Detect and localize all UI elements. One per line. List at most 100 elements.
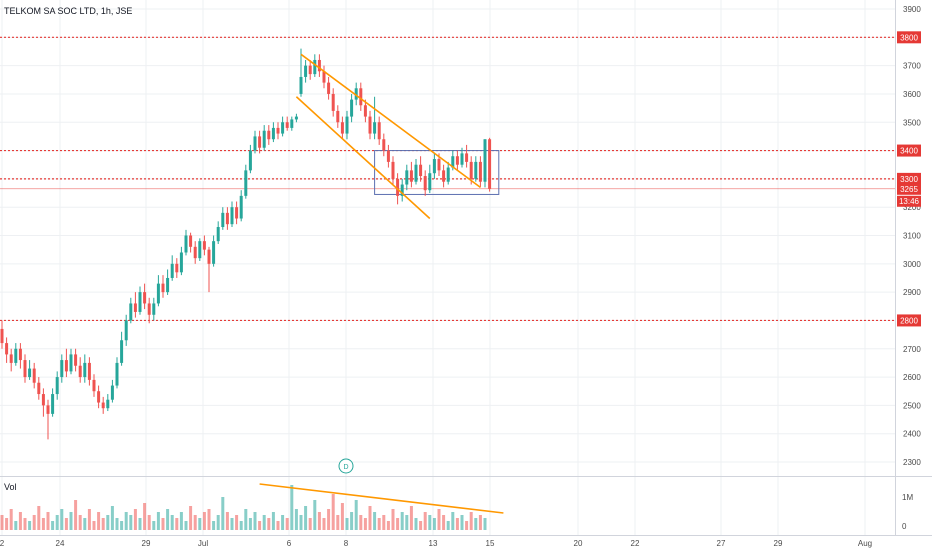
candle-body: [129, 303, 133, 321]
volume-bar: [423, 512, 427, 530]
candle-body: [488, 139, 492, 189]
candle-body: [198, 241, 202, 259]
volume-bar: [41, 518, 45, 530]
candle-body: [423, 176, 427, 191]
time-tick: 8: [344, 539, 349, 548]
last-price-text: 3265: [900, 185, 918, 194]
candle-body: [184, 235, 188, 253]
candle-body: [483, 139, 487, 182]
candle-body: [60, 360, 64, 378]
candle-body: [336, 110, 340, 123]
volume-bar: [483, 518, 487, 530]
volume-bar: [124, 512, 128, 530]
volume-bar: [212, 521, 216, 530]
volume-bar: [5, 518, 9, 530]
volume-bar: [405, 515, 409, 530]
candle-body: [455, 156, 459, 165]
candle-body: [32, 368, 36, 383]
level-label-text: 3300: [900, 175, 918, 184]
candle-body: [478, 161, 482, 182]
candle-body: [290, 119, 294, 128]
candle-body: [37, 382, 41, 395]
trendlines[interactable]: [259, 53, 504, 514]
candle-body: [230, 207, 234, 225]
volume-bar: [37, 506, 41, 530]
volume-bars: [0, 485, 487, 530]
volume-bar: [465, 521, 469, 530]
candle-body: [368, 116, 372, 134]
volume-bar: [83, 518, 87, 530]
candle-body: [46, 405, 50, 414]
volume-bar: [382, 515, 386, 530]
candle-body: [64, 360, 68, 372]
dividend-marker-circle[interactable]: [338, 458, 354, 474]
candle-body: [340, 122, 344, 134]
volume-bar: [322, 518, 326, 530]
candle-body: [120, 340, 124, 363]
candle-body: [143, 292, 147, 304]
price-tick: 2400: [903, 430, 921, 439]
price-axis[interactable]: 3900 3800 3700 3600 3500 3400 3300 3200 3100 3000…: [903, 5, 921, 467]
time-tick: 15: [486, 539, 495, 548]
range-rectangle[interactable]: [374, 150, 500, 195]
candle-body: [465, 153, 469, 162]
time-axis[interactable]: 2 24 29 Jul 6 8 13 15 20 22 27 29 Aug: [0, 539, 872, 548]
volume-bar: [248, 518, 252, 530]
volume-bar: [170, 515, 174, 530]
volume-bar: [317, 512, 321, 530]
price-trendline[interactable]: [295, 96, 431, 220]
time-tick: 13: [429, 539, 438, 548]
candle-body: [106, 399, 110, 409]
candle-body: [248, 150, 252, 171]
volume-bar: [110, 506, 114, 530]
candle-body: [166, 277, 170, 293]
volume-bar: [175, 518, 179, 530]
volume-bar: [189, 506, 193, 530]
volume-bar: [336, 515, 340, 530]
volume-bar: [133, 509, 137, 530]
volume-bar: [350, 512, 354, 530]
volume-bar: [354, 500, 358, 530]
candle-body: [409, 170, 413, 182]
candle-body: [373, 122, 377, 134]
dividend-marker[interactable]: D: [338, 458, 354, 474]
volume-bar: [193, 515, 197, 530]
range-box[interactable]: [374, 150, 500, 195]
candle-body: [193, 246, 197, 259]
volume-bar: [359, 515, 363, 530]
price-tick: 2500: [903, 401, 921, 410]
last-price-label: 3265 13:46: [897, 183, 921, 207]
price-tick: 3900: [903, 5, 921, 14]
candle-body: [262, 130, 266, 148]
volume-bar: [14, 521, 18, 530]
volume-bar: [32, 515, 36, 530]
volume-bar: [129, 515, 133, 530]
volume-bar: [331, 494, 335, 530]
price-trendline[interactable]: [300, 53, 481, 189]
volume-bar: [161, 518, 165, 530]
volume-trendline[interactable]: [259, 483, 504, 514]
time-tick: Jul: [198, 539, 208, 548]
candle-body: [331, 93, 335, 111]
volume-bar: [446, 521, 450, 530]
volume-bar: [400, 512, 404, 530]
volume-bar: [451, 512, 455, 530]
price-tick: 3700: [903, 62, 921, 71]
volume-bar: [202, 512, 206, 530]
level-label-bg: [897, 172, 921, 185]
candle-body: [147, 303, 151, 315]
level-label: 3400: [897, 144, 921, 157]
volume-bar: [198, 518, 202, 530]
volume-bar: [106, 515, 110, 530]
candle-body: [14, 348, 18, 363]
volume-bar: [285, 518, 289, 530]
volume-bar: [409, 506, 413, 530]
candle-body: [294, 116, 298, 120]
price-tick: 3100: [903, 232, 921, 241]
level-label-text: 3400: [900, 147, 918, 156]
volume-bar: [184, 521, 188, 530]
volume-bar: [373, 512, 377, 530]
time-tick: 22: [631, 539, 640, 548]
